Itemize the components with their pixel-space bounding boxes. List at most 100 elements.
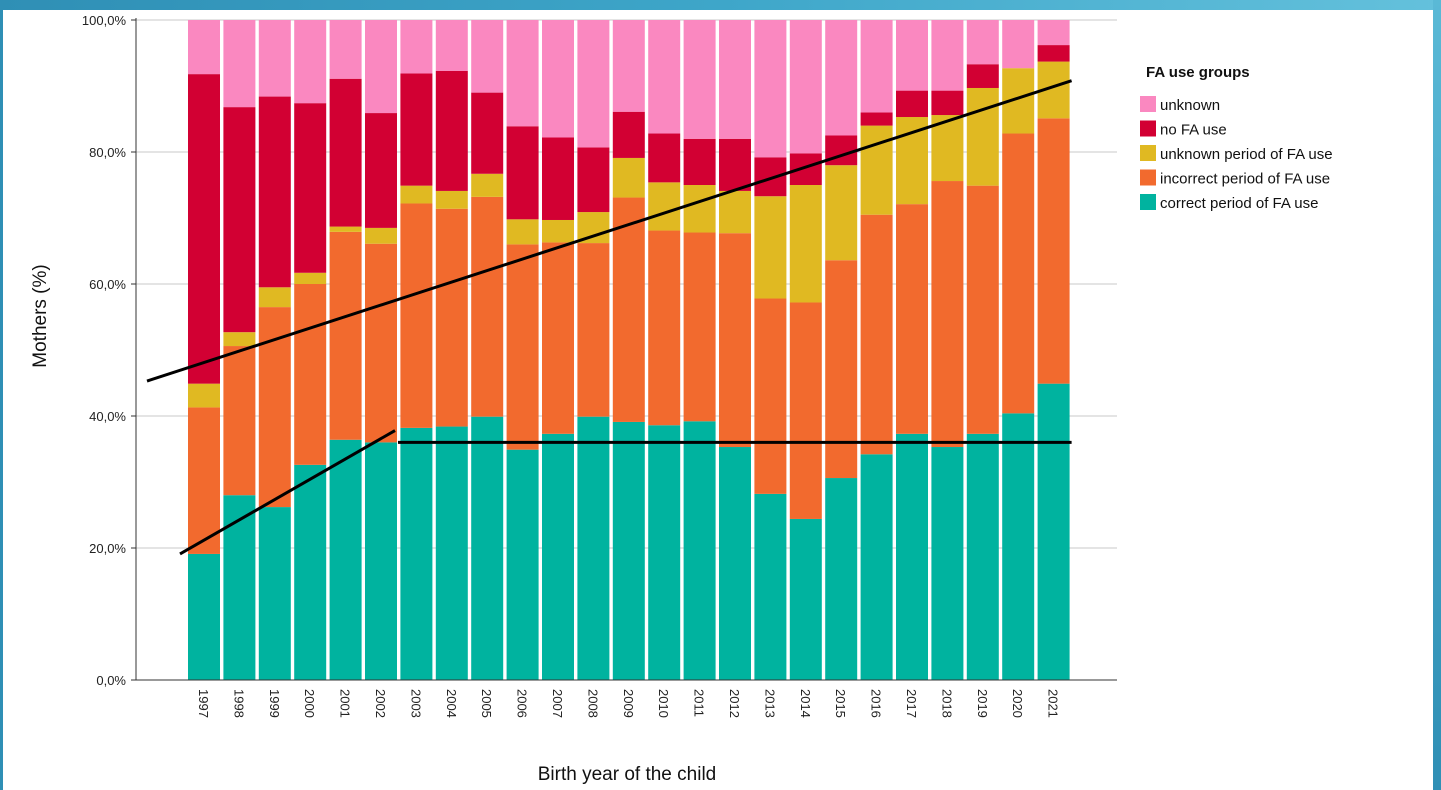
bar-segment [188, 20, 220, 75]
bar-segment [860, 20, 893, 113]
bar-segment [365, 243, 397, 443]
bar-stacks [188, 20, 1070, 680]
bar-segment [435, 426, 468, 680]
bar-segment [365, 113, 397, 228]
trend-lines [146, 79, 1073, 556]
bar-segment [966, 433, 999, 680]
bar-segment [719, 447, 751, 680]
bar-segment [754, 298, 787, 494]
bar-segment [1037, 118, 1070, 384]
bar-segment [577, 243, 610, 417]
bar-segment [719, 20, 751, 139]
bar-segment [400, 185, 433, 204]
bar-segment [612, 20, 645, 112]
x-tick-label: 2014 [798, 689, 813, 718]
y-tick-labels: 0,0% 20,0% 40,0% 60,0% 80,0% 100,0% [82, 13, 127, 688]
bar-segment [896, 204, 928, 434]
window-frame-left [0, 0, 3, 790]
bar-segment [365, 442, 397, 680]
bar-segment [471, 416, 504, 680]
bar-segment [825, 260, 858, 479]
x-tick-label: 2013 [762, 689, 777, 718]
legend-swatch [1140, 194, 1156, 210]
bar-segment [612, 421, 645, 680]
bar-segment [506, 126, 539, 220]
bar-segment [612, 157, 645, 198]
window-frame-right [1433, 0, 1441, 790]
bar-segment [683, 232, 716, 422]
bar-segment [966, 20, 999, 65]
bar-segment [860, 454, 893, 680]
bar-segment [223, 20, 256, 108]
x-tick-label: 2019 [975, 689, 990, 718]
trend-line [179, 429, 396, 556]
x-tick-label: 2020 [1010, 689, 1025, 718]
x-tick-label: 2021 [1046, 689, 1061, 718]
legend-label: correct period of FA use [1160, 195, 1318, 212]
y-tick-label: 60,0% [89, 277, 126, 292]
bar-segment [648, 133, 681, 183]
bar-segment [329, 231, 362, 440]
bar-segment [896, 90, 928, 118]
bar-segment [471, 173, 504, 197]
bar-segment [825, 20, 858, 136]
bar-segment [1037, 383, 1070, 680]
bar-segment [258, 96, 291, 288]
bar-segment [294, 20, 327, 104]
axes [135, 18, 1117, 681]
bar-segment [648, 425, 681, 680]
bar-segment [719, 190, 751, 234]
bar-segment [188, 553, 220, 680]
bar-segment [931, 20, 964, 91]
bar-segment [223, 346, 256, 496]
bar-segment [223, 495, 256, 680]
bar-segment [329, 78, 362, 227]
bar-segment [435, 190, 468, 209]
bar-segment [754, 493, 787, 680]
bar-segment [966, 64, 999, 88]
x-tick-label: 2010 [656, 689, 671, 718]
bar-segment [789, 20, 822, 154]
bar-segment [471, 20, 504, 93]
bar-segment [683, 185, 716, 233]
bar-segment [754, 196, 787, 299]
bar-segment [329, 439, 362, 680]
bar-segment [223, 107, 256, 333]
bar-segment [1002, 413, 1035, 680]
legend-swatch [1140, 96, 1156, 112]
bar-segment [223, 332, 256, 347]
bar-segment [577, 20, 610, 148]
bar-segment [294, 284, 327, 465]
bar-segment [683, 20, 716, 139]
legend-label: no FA use [1160, 122, 1227, 139]
y-tick-label: 0,0% [96, 673, 126, 688]
x-tick-label: 2000 [302, 689, 317, 718]
x-tick-label: 2002 [373, 689, 388, 718]
bar-segment [577, 212, 610, 244]
legend-label: unknown [1160, 97, 1220, 114]
bar-segment [365, 227, 397, 244]
x-tick-label: 2018 [939, 689, 954, 718]
x-tick-label: 2011 [692, 689, 707, 717]
bar-segment [329, 20, 362, 79]
bar-segment [294, 464, 327, 680]
x-tick-label: 1998 [231, 689, 246, 718]
bar-segment [435, 208, 468, 427]
x-tick-label: 2005 [479, 689, 494, 718]
bar-segment [435, 70, 468, 191]
bar-segment [825, 478, 858, 680]
x-axis-title: Birth year of the child [538, 764, 716, 785]
bar-segment [329, 226, 362, 232]
x-tick-label: 2008 [585, 689, 600, 718]
bar-segment [258, 287, 291, 308]
legend: FA use groups unknown no FA use unknown pe… [1140, 64, 1333, 212]
bar-segment [931, 181, 964, 448]
bar-segment [400, 427, 433, 680]
bar-segment [542, 219, 574, 243]
bar-segment [648, 20, 681, 134]
bar-segment [577, 147, 610, 213]
bar-segment [931, 90, 964, 116]
x-tick-label: 2017 [904, 689, 919, 718]
bar-segment [471, 196, 504, 417]
bar-segment [931, 447, 964, 680]
